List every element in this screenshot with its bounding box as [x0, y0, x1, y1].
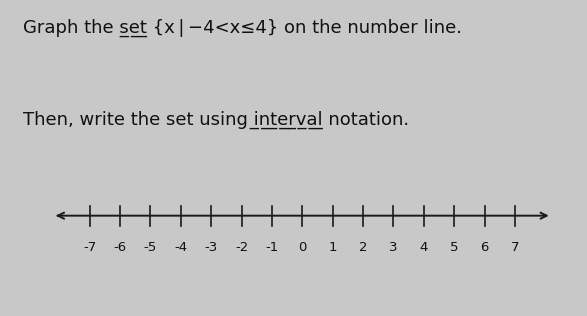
Text: 0: 0: [298, 241, 306, 254]
Text: Then, write the set using i̲n̲t̲e̲r̲v̲a̲l̲ notation.: Then, write the set using i̲n̲t̲e̲r̲v̲a̲…: [23, 111, 410, 129]
Text: Graph the s̲e̲t̲ {x | −4<x≤4} on the number line.: Graph the s̲e̲t̲ {x | −4<x≤4} on the num…: [23, 19, 463, 37]
Text: 2: 2: [359, 241, 367, 254]
Text: -4: -4: [174, 241, 187, 254]
Text: 6: 6: [481, 241, 489, 254]
Text: 1: 1: [329, 241, 337, 254]
Text: 4: 4: [420, 241, 428, 254]
Text: -2: -2: [235, 241, 248, 254]
Text: -7: -7: [83, 241, 96, 254]
Text: 7: 7: [511, 241, 519, 254]
Text: 5: 5: [450, 241, 458, 254]
Text: -6: -6: [113, 241, 126, 254]
Text: -3: -3: [204, 241, 218, 254]
Text: -5: -5: [144, 241, 157, 254]
Text: 3: 3: [389, 241, 398, 254]
Text: -1: -1: [265, 241, 279, 254]
